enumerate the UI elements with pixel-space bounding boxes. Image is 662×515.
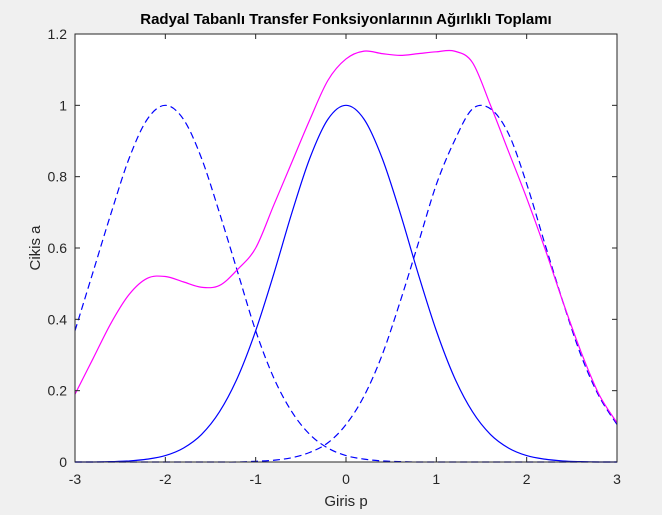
x-tick-label: -2 — [159, 471, 172, 487]
x-tick-label: 2 — [523, 471, 531, 487]
x-tick-label: 0 — [342, 471, 350, 487]
y-tick-label: 0 — [59, 454, 67, 470]
series-line-2 — [74, 104, 618, 463]
y-axis-label: Cikis a — [27, 225, 44, 271]
chart-title: Radyal Tabanlı Transfer Fonksiyonlarının… — [140, 11, 551, 28]
y-tick-label: 1 — [59, 97, 67, 113]
y-tick-label: 0.8 — [48, 169, 68, 185]
x-tick-label: -1 — [249, 471, 262, 487]
plot-area — [75, 34, 617, 462]
y-tick-label: 0.2 — [48, 383, 68, 399]
y-tick-label: 0.4 — [48, 311, 68, 327]
x-tick-label: 1 — [432, 471, 440, 487]
series-line-4 — [74, 49, 618, 424]
y-ticks: 0 0.2 0.4 0.6 0.8 1 1.2 — [48, 26, 617, 470]
x-ticks: -3 -2 -1 0 1 2 3 — [69, 34, 621, 487]
x-tick-label: -3 — [69, 471, 82, 487]
x-axis-label: Giris p — [324, 493, 367, 510]
x-tick-label: 3 — [613, 471, 621, 487]
y-tick-label: 1.2 — [48, 26, 68, 42]
y-tick-label: 0.6 — [48, 240, 68, 256]
